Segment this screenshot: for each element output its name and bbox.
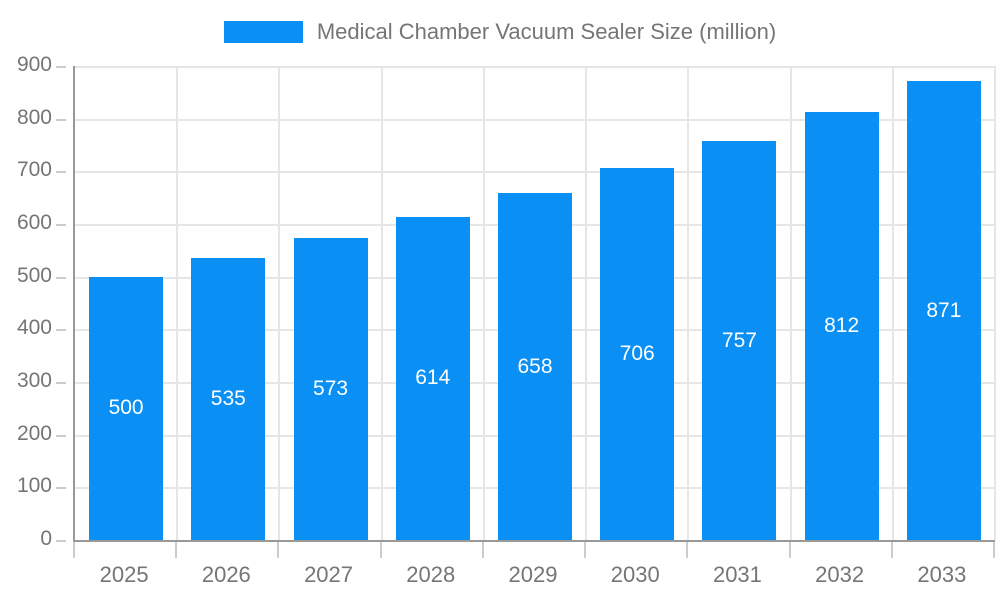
bar-value-label-2033: 871	[926, 298, 962, 322]
bar-2032[interactable]: 812	[804, 112, 879, 540]
x-axis-label-2025: 2025	[99, 562, 149, 587]
x-tick-5	[584, 542, 587, 558]
y-tick-400	[56, 329, 66, 332]
x-axis-label-2032: 2032	[815, 562, 865, 587]
y-axis-label-700: 700	[16, 158, 52, 182]
bar-2027[interactable]: 573	[293, 238, 368, 540]
bar-value-label-2030: 706	[619, 342, 655, 366]
gridline-x-5	[585, 66, 588, 540]
y-axis-label-300: 300	[16, 369, 52, 393]
legend[interactable]: Medical Chamber Vacuum Sealer Size (mill…	[0, 14, 1000, 50]
legend-swatch	[223, 21, 303, 43]
y-axis-label-0: 0	[40, 527, 52, 551]
bar-2029[interactable]: 658	[498, 193, 572, 540]
x-axis-label-2026: 2026	[201, 562, 251, 587]
gridline-x-2	[278, 66, 281, 540]
x-tick-8	[890, 542, 893, 558]
gridline-x-8	[891, 66, 894, 540]
x-axis-label-2030: 2030	[610, 562, 660, 587]
gridline-y-900	[75, 66, 995, 68]
bar-value-label-2025: 500	[108, 396, 144, 420]
x-tick-3	[379, 542, 382, 558]
gridline-x-6	[687, 66, 690, 540]
x-axis-label-2029: 2029	[508, 562, 558, 587]
legend-label: Medical Chamber Vacuum Sealer Size (mill…	[316, 19, 777, 44]
bar-2026[interactable]: 535	[191, 258, 266, 540]
x-tick-7	[788, 542, 791, 558]
y-tick-300	[56, 382, 66, 384]
y-tick-500	[56, 276, 66, 279]
x-tick-1	[175, 542, 178, 558]
y-tick-200	[56, 434, 66, 437]
gridline-x-9	[994, 66, 996, 540]
y-tick-600	[56, 224, 66, 226]
y-tick-100	[56, 487, 66, 490]
gridline-x-3	[380, 66, 383, 540]
x-tick-4	[481, 542, 484, 558]
bar-2031[interactable]: 757	[702, 141, 777, 540]
plot-area: 500 535 573 614 658 706 757 812 871	[73, 66, 996, 542]
bar-2030[interactable]: 706	[600, 168, 675, 540]
x-tick-2	[277, 542, 280, 558]
gridline-x-7	[789, 66, 792, 540]
gridline-y-800	[75, 118, 995, 121]
x-axis-label-2033: 2033	[917, 562, 967, 587]
bar-2028[interactable]: 614	[395, 216, 470, 540]
bar-value-label-2027: 573	[313, 377, 349, 401]
y-tick-800	[56, 118, 66, 121]
y-axis-label-800: 800	[16, 105, 52, 129]
y-axis-label-600: 600	[16, 211, 52, 235]
x-tick-9	[993, 542, 995, 558]
bar-value-label-2029: 658	[517, 354, 553, 378]
bar-2025[interactable]: 500	[89, 276, 164, 540]
gridline-x-4	[482, 66, 485, 540]
bar-value-label-2026: 535	[210, 387, 246, 411]
x-tick-0	[73, 542, 75, 558]
y-axis-label-100: 100	[16, 474, 52, 498]
y-axis-label-400: 400	[16, 316, 52, 340]
y-axis-label-200: 200	[16, 421, 52, 445]
gridline-x-1	[176, 66, 179, 540]
y-axis-label-900: 900	[16, 53, 52, 77]
x-axis-label-2027: 2027	[304, 562, 354, 587]
y-axis-label-500: 500	[16, 263, 52, 287]
y-tick-0	[56, 540, 66, 542]
bar-value-label-2031: 757	[721, 328, 757, 352]
x-axis-label-2028: 2028	[406, 562, 456, 587]
y-tick-700	[56, 171, 66, 174]
y-tick-900	[56, 66, 66, 68]
bar-value-label-2028: 614	[415, 366, 451, 390]
bar-value-label-2032: 812	[824, 314, 860, 338]
x-tick-6	[686, 542, 689, 558]
gridline-y-700	[75, 171, 995, 174]
x-axis-label-2031: 2031	[712, 562, 762, 587]
bar-2033[interactable]: 871	[906, 81, 981, 540]
